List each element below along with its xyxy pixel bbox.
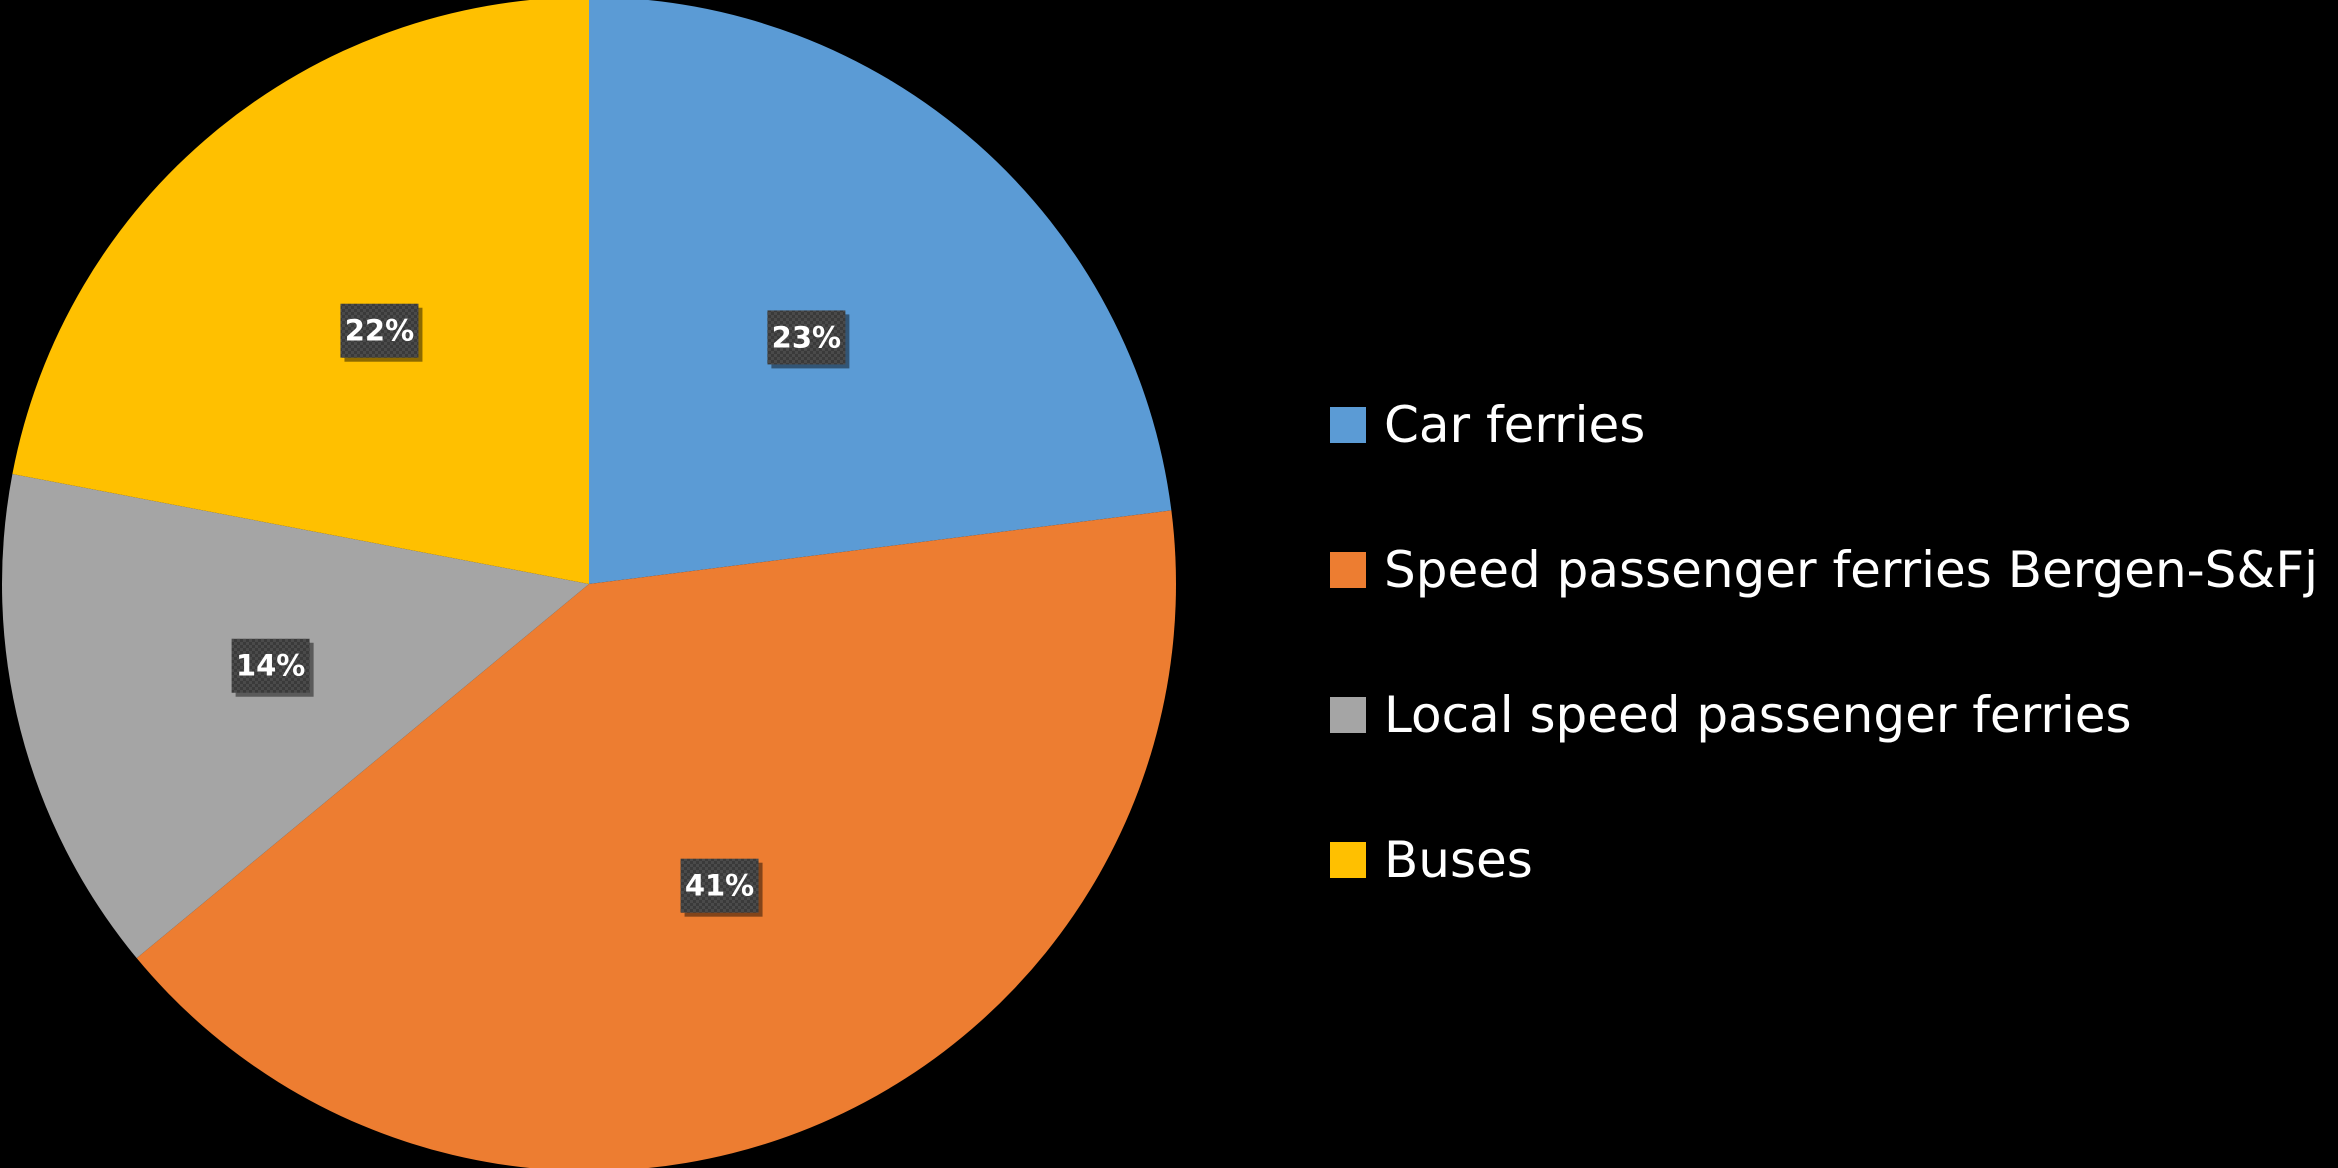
legend-label: Car ferries bbox=[1384, 396, 1646, 454]
data-label-box bbox=[340, 303, 419, 358]
legend-label: Local speed passenger ferries bbox=[1384, 686, 2132, 744]
legend-item-car-ferries: Car ferries bbox=[1330, 390, 1645, 460]
data-label-text: 22% bbox=[345, 314, 414, 348]
data-label-box bbox=[767, 310, 846, 365]
pie-slice-local-speed-passenger-ferries bbox=[2, 474, 590, 959]
data-label-car-ferries: 23% bbox=[767, 310, 850, 369]
legend-item-local-speed-passenger-ferries: Local speed passenger ferries bbox=[1330, 680, 2132, 750]
pie-slice-buses bbox=[12, 0, 589, 584]
pie-slice-speed-passenger-ferries-bergen-s-fj bbox=[136, 510, 1176, 1168]
data-label-box bbox=[231, 638, 310, 693]
chart-legend: Car ferries Speed passenger ferries Berg… bbox=[1330, 0, 2330, 1168]
legend-swatch-speed-passenger-ferries-bergen bbox=[1330, 552, 1366, 588]
legend-label: Speed passenger ferries Bergen-S&Fj bbox=[1384, 541, 2319, 599]
legend-swatch-local-speed-passenger-ferries bbox=[1330, 697, 1366, 733]
data-label-box bbox=[680, 858, 759, 913]
legend-swatch-buses bbox=[1330, 842, 1366, 878]
data-label-speed-passenger-ferries-bergen-s-fj: 41% bbox=[680, 858, 763, 917]
data-label-text: 41% bbox=[685, 869, 754, 903]
data-label-text: 14% bbox=[236, 649, 305, 683]
pie-slice-car-ferries bbox=[589, 0, 1172, 584]
data-label-buses: 22% bbox=[340, 303, 423, 362]
pie-chart: 23% 41% 14% 22% bbox=[2, 0, 1176, 1168]
data-label-text: 23% bbox=[772, 320, 841, 354]
legend-item-speed-passenger-ferries-bergen: Speed passenger ferries Bergen-S&Fj bbox=[1330, 535, 2318, 605]
legend-swatch-car-ferries bbox=[1330, 407, 1366, 443]
legend-label: Buses bbox=[1384, 831, 1533, 889]
legend-item-buses: Buses bbox=[1330, 825, 1533, 895]
data-label-local-speed-passenger-ferries: 14% bbox=[231, 638, 314, 697]
